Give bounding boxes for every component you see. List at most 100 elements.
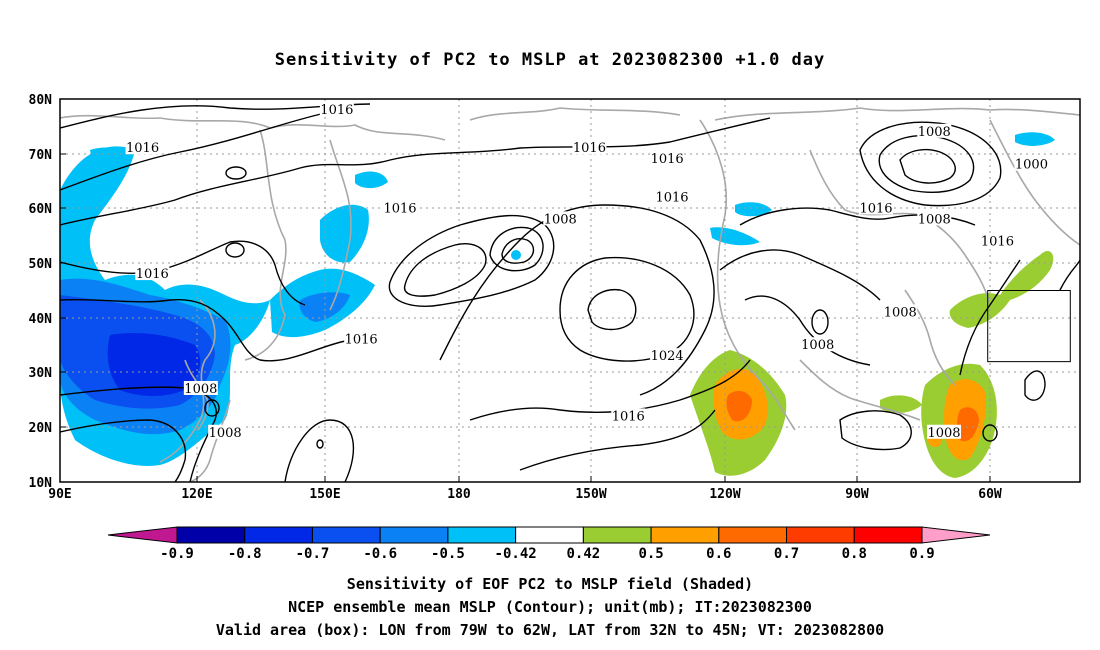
- contour-line: [559, 256, 695, 362]
- coastline: [809, 149, 991, 306]
- contour-label: 1008: [209, 426, 242, 441]
- longitude-labels: 90E 120E 150E 180 150W 120W 90W 60W: [48, 487, 1002, 502]
- colorbar-label: 0.42: [567, 546, 601, 562]
- contour-label: 1016: [126, 141, 159, 156]
- colorbar-swatch: [718, 526, 788, 544]
- contour-label-bg: [859, 200, 893, 215]
- contour-line: [899, 148, 956, 184]
- contour-label-bg: [183, 380, 218, 395]
- contour-line: [878, 135, 975, 193]
- contour-line: [489, 226, 544, 272]
- negative-region: [511, 250, 521, 260]
- contour-line: [388, 214, 555, 307]
- contour-line: [839, 410, 912, 451]
- lat-label: 70N: [29, 148, 53, 163]
- contour-label: 1008: [801, 338, 834, 353]
- lat-label: 10N: [29, 476, 53, 491]
- contour-line: [587, 288, 637, 331]
- contour-label: 1008: [918, 212, 951, 227]
- colorbar-swatch: [447, 526, 517, 544]
- contour-label: 1000: [1015, 158, 1048, 173]
- contour-label: 1008: [927, 426, 960, 441]
- lon-label: 180: [447, 487, 471, 502]
- contour-label-bg: [883, 304, 918, 319]
- colorbar-low-end: [107, 526, 178, 544]
- contour-line: [60, 419, 187, 482]
- contour-label: 1016: [859, 201, 892, 216]
- colorbar-label: 0.5: [638, 546, 663, 562]
- contour-label: 1008: [184, 382, 217, 397]
- lat-label: 60N: [29, 202, 53, 217]
- contour-line: [982, 424, 998, 442]
- contour-label: 1016: [383, 201, 416, 216]
- colorbar-swatch: [379, 526, 449, 544]
- contour-line: [60, 111, 331, 191]
- contour-label-bg: [917, 123, 952, 138]
- caption-contour: NCEP ensemble mean MSLP (Contour); unit(…: [288, 598, 812, 616]
- colorbar-label: 0.8: [842, 546, 867, 562]
- negative-region: [107, 333, 201, 396]
- contour-line: [316, 439, 324, 449]
- lon-label: 90W: [845, 487, 869, 502]
- contour-label: 1008: [884, 305, 917, 320]
- coastline: [904, 289, 956, 386]
- contour-labels: 1016 1016 1016 1016 1016 1008 1008 1008 1016 1016…: [125, 101, 1049, 441]
- contour-label: 1008: [918, 125, 951, 140]
- contour-label-bg: [543, 211, 578, 226]
- colorbar-label: 0.7: [774, 546, 799, 562]
- contour-label-bg: [927, 424, 961, 439]
- contour-label-bg: [655, 189, 689, 204]
- contour-line: [1024, 370, 1046, 401]
- colorbar-swatch: [853, 526, 923, 544]
- lon-label: 120E: [181, 487, 212, 502]
- colorbar-label: -0.5: [431, 546, 465, 562]
- coastline: [469, 107, 681, 121]
- colorbar-label: 0.6: [706, 546, 731, 562]
- lon-label: 150W: [575, 487, 606, 502]
- coastline: [329, 139, 352, 311]
- coastline: [60, 114, 446, 141]
- negative-region: [90, 147, 132, 164]
- contour-line: [859, 121, 1002, 207]
- lat-label: 40N: [29, 312, 53, 327]
- contour-label: 1016: [612, 409, 645, 424]
- lat-label: 80N: [29, 93, 53, 108]
- coastline: [189, 399, 231, 482]
- coastlines: [60, 107, 1080, 482]
- contour-label: 1016: [345, 333, 378, 348]
- colorbar-swatch: [650, 526, 720, 544]
- colorbar-label: -0.8: [228, 546, 262, 562]
- coastline: [989, 119, 1080, 246]
- map-title: Sensitivity of PC2 to MSLP at 2023082300…: [274, 50, 826, 70]
- contour-label-bg: [572, 140, 607, 155]
- contour-label-bg: [383, 200, 417, 215]
- colorbar-swatch: [244, 526, 313, 544]
- contour-line: [225, 242, 245, 258]
- coastline: [799, 359, 921, 421]
- contour-label-bg: [125, 140, 160, 155]
- contour-label: 1016: [573, 141, 606, 156]
- caption-valid-area: Valid area (box): LON from 79W to 62W, L…: [215, 621, 885, 639]
- contour-line: [519, 409, 716, 471]
- lon-label: 90E: [48, 487, 71, 502]
- contour-label-bg: [980, 233, 1015, 248]
- contour-line: [1059, 259, 1080, 291]
- contour-line: [60, 298, 351, 362]
- valid-area-box: [987, 290, 1071, 363]
- positive-region: [880, 395, 922, 413]
- colorbar-label: -0.42: [495, 546, 537, 562]
- contour-label: 1016: [651, 152, 684, 167]
- contour-line: [60, 240, 306, 306]
- contour-line: [811, 309, 829, 335]
- contour-line: [403, 243, 487, 297]
- colorbar-label: 0.9: [909, 546, 934, 562]
- contour-label-bg: [1014, 156, 1049, 171]
- mslp-contours: [60, 103, 1080, 482]
- axis-ticks: [59, 98, 991, 482]
- lat-label: 30N: [29, 366, 53, 381]
- contour-line: [204, 399, 220, 417]
- coastline: [714, 107, 1080, 121]
- contour-label: 1016: [136, 267, 169, 282]
- caption-shading: Sensitivity of EOF PC2 to MSLP field (Sh…: [346, 575, 754, 593]
